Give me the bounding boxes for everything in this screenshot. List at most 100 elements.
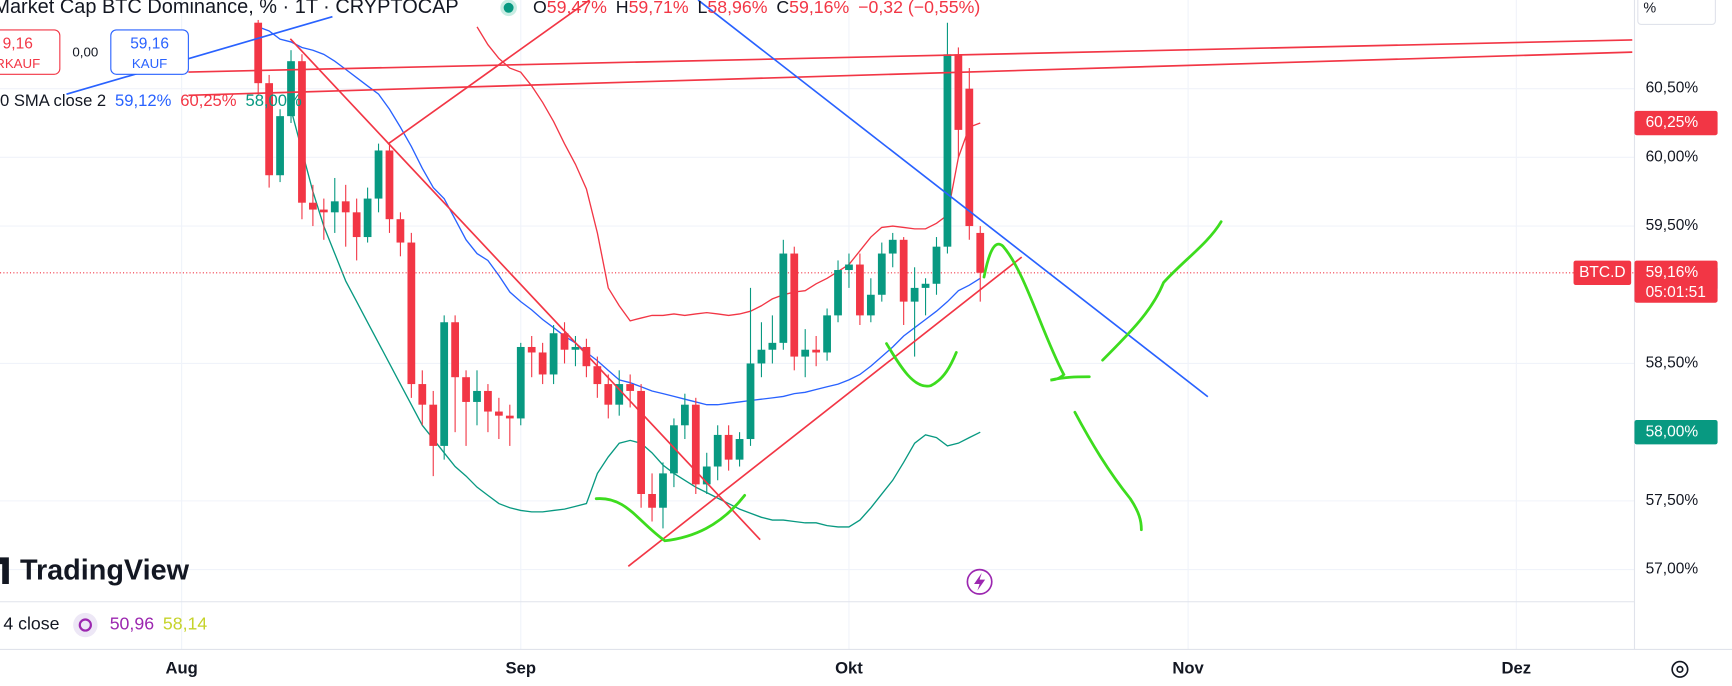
sell-price[interactable]: 9,16 bbox=[3, 35, 33, 52]
ohlc-key: O bbox=[533, 0, 547, 16]
lower-pane-icon[interactable] bbox=[73, 612, 98, 638]
candle-body bbox=[451, 322, 459, 378]
candle-body bbox=[385, 150, 394, 220]
lower-pane-value: 58,14 bbox=[163, 614, 207, 634]
candle-body bbox=[856, 264, 864, 316]
candle-body bbox=[516, 346, 525, 419]
candle-body bbox=[429, 404, 438, 446]
candle-body bbox=[680, 404, 689, 426]
sell-button[interactable] bbox=[0, 29, 61, 75]
candle-body bbox=[276, 116, 284, 176]
indicator-name: 0 SMA close 2 bbox=[0, 91, 106, 110]
candle-body bbox=[888, 239, 897, 254]
candle-body bbox=[462, 377, 470, 402]
trendline bbox=[697, 0, 1209, 398]
price-badge bbox=[1634, 110, 1718, 136]
lower-pane-icon-ring bbox=[78, 618, 92, 632]
candle-body bbox=[374, 150, 383, 199]
candle-body bbox=[549, 333, 558, 375]
buy-price[interactable]: 59,16 bbox=[130, 35, 169, 52]
price-badge-label: 58,00% bbox=[1646, 423, 1699, 440]
current-price: 59,16% bbox=[1646, 264, 1699, 281]
spread: 0,00 bbox=[72, 45, 98, 60]
candle-body bbox=[713, 434, 722, 467]
x-tick-label: Sep bbox=[506, 659, 536, 678]
candle-body bbox=[538, 352, 547, 375]
candle-body bbox=[473, 390, 481, 402]
current-badge bbox=[1634, 260, 1718, 303]
axis-unit[interactable]: % bbox=[1643, 1, 1656, 17]
countdown: 05:01:51 bbox=[1646, 284, 1706, 301]
candle-body bbox=[724, 434, 733, 460]
candle-body bbox=[298, 61, 306, 203]
candle-body bbox=[866, 294, 875, 316]
trendline bbox=[387, 0, 591, 145]
trendline bbox=[66, 15, 333, 96]
ohlc-header: O59,47% H59,71% L58,96% C59,16% −0,32 (−0,55… bbox=[533, 0, 980, 16]
freehand-stroke bbox=[1101, 220, 1223, 362]
candle-body bbox=[834, 270, 842, 316]
indicator-legend: 0 SMA close 2 59,12% 60,25% 58,00% bbox=[0, 91, 302, 110]
candle-body bbox=[877, 253, 886, 295]
x-tick-label: Nov bbox=[1172, 659, 1204, 678]
unit-box[interactable] bbox=[1637, 0, 1716, 25]
trendline bbox=[289, 38, 761, 541]
y-tick-label: 60,00% bbox=[1646, 148, 1699, 165]
candle-body bbox=[757, 349, 766, 364]
x-tick-label: Aug bbox=[165, 659, 197, 678]
buy-button[interactable] bbox=[110, 29, 189, 75]
candle-body bbox=[812, 349, 821, 353]
freehand-stroke bbox=[885, 342, 958, 388]
candle-body bbox=[735, 439, 744, 460]
trendline bbox=[188, 39, 1633, 73]
candle-body bbox=[943, 54, 952, 247]
candle-body bbox=[670, 425, 678, 474]
settings-icon[interactable] bbox=[1671, 660, 1689, 678]
trendline bbox=[188, 51, 1633, 97]
candle-body bbox=[418, 384, 427, 405]
logo-mark bbox=[0, 557, 9, 585]
drawings bbox=[66, 0, 1633, 567]
candle-body bbox=[560, 333, 569, 350]
y-tick-label: 60,50% bbox=[1646, 80, 1699, 97]
plot-area bbox=[0, 19, 1635, 529]
sell-label[interactable]: RKAUF bbox=[0, 56, 40, 71]
ohlc-value: 59,16% bbox=[789, 0, 849, 16]
candle-body bbox=[648, 493, 656, 508]
candle-body bbox=[790, 253, 799, 357]
candle-body bbox=[440, 322, 449, 446]
candle-body bbox=[363, 198, 372, 238]
spread-box bbox=[68, 29, 109, 75]
symbol-badge bbox=[1573, 260, 1632, 285]
y-tick-label: 58,50% bbox=[1646, 355, 1699, 372]
ohlc-value: 58,96% bbox=[707, 0, 767, 16]
candle-body bbox=[495, 411, 503, 416]
candle-body bbox=[823, 315, 831, 353]
candle-body bbox=[615, 384, 624, 405]
candle-body bbox=[341, 201, 350, 213]
candle-body bbox=[484, 390, 492, 412]
indicator-value: 58,00% bbox=[245, 91, 302, 110]
band-line bbox=[290, 109, 981, 528]
candle-body bbox=[254, 22, 263, 84]
candle-body bbox=[352, 212, 361, 238]
logo: TradingView bbox=[20, 554, 190, 586]
band-line bbox=[476, 26, 981, 322]
x-tick-label: Dez bbox=[1502, 659, 1532, 678]
candle-body bbox=[505, 415, 514, 419]
candle-body bbox=[691, 404, 700, 485]
candle-body bbox=[396, 219, 405, 243]
trendline bbox=[627, 256, 1023, 567]
buy-label[interactable]: KAUF bbox=[132, 56, 167, 71]
indicator-value: 59,12% bbox=[115, 91, 172, 110]
candle-body bbox=[309, 202, 317, 210]
candle-body bbox=[604, 384, 613, 405]
freehand bbox=[594, 220, 1223, 543]
candle-body bbox=[287, 61, 295, 117]
lower-pane-value: 50,96 bbox=[110, 614, 154, 634]
candle-body bbox=[746, 363, 755, 440]
price-badge bbox=[1634, 419, 1718, 445]
chart-title: Market Cap BTC Dominance, % · 1T · CRYPT… bbox=[0, 0, 459, 18]
candle-body bbox=[637, 390, 645, 494]
